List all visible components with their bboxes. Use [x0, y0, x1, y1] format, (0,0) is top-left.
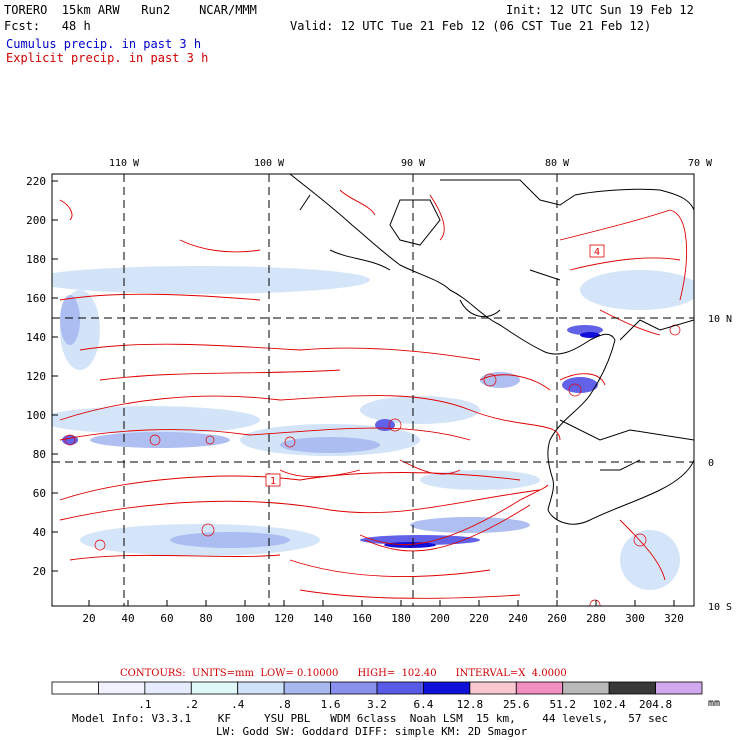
scale-swatch [98, 681, 146, 695]
y-tick: 140 [26, 331, 46, 344]
contour-label-4: 4 [589, 244, 605, 258]
lon-label-80w: 80 W [545, 158, 570, 169]
scale-swatch [51, 681, 99, 695]
scale-swatch [237, 681, 285, 695]
x-tick: 200 [430, 612, 450, 625]
scale-label: 12.8 [457, 698, 484, 711]
x-tick: 280 [586, 612, 606, 625]
contours-info: CONTOURS: UNITS=mm LOW= 0.10000 HIGH= 10… [120, 668, 567, 679]
model-info-line-2: LW: Godd SW: Goddard DIFF: simple KM: 2D… [216, 725, 528, 738]
left-ticks [52, 180, 58, 572]
y-tick: 100 [26, 409, 46, 422]
scale-swatch [562, 681, 610, 695]
x-tick: 320 [664, 612, 684, 625]
scale-label: 1.6 [321, 698, 341, 711]
y-tick: 180 [26, 253, 46, 266]
x-tick: 100 [235, 612, 255, 625]
x-tick: 60 [160, 612, 173, 625]
x-tick: 180 [391, 612, 411, 625]
color-scale-labels: .1 .2 .4 .8 1.6 3.2 6.4 12.8 25.6 51.2 102.4 204.8 [138, 698, 672, 711]
y-tick: 200 [26, 214, 46, 227]
scale-swatch [283, 681, 331, 695]
y-tick: 40 [33, 526, 46, 539]
graticule [52, 174, 694, 606]
scale-swatch [376, 681, 424, 695]
y-tick: 60 [33, 487, 46, 500]
lon-label-100w: 100 W [254, 158, 285, 169]
scale-label: 6.4 [413, 698, 433, 711]
x-tick: 220 [469, 612, 489, 625]
forecast-hour: Fcst: 48 h [4, 19, 91, 33]
lat-label-0: 0 [708, 458, 714, 469]
scale-swatch [655, 681, 703, 695]
scale-swatch [423, 681, 471, 695]
explicit-legend-label: Explicit precip. in past 3 h [6, 51, 209, 65]
lat-label-10n: 10 N [708, 314, 732, 325]
x-tick: 80 [199, 612, 212, 625]
x-tick: 160 [352, 612, 372, 625]
scale-label: .2 [185, 698, 198, 711]
scale-label: 51.2 [549, 698, 576, 711]
x-tick: 40 [121, 612, 134, 625]
scale-unit: mm [708, 698, 720, 709]
scale-label: 102.4 [593, 698, 626, 711]
svg-text:1: 1 [270, 476, 276, 487]
precip-field [52, 174, 694, 606]
y-tick: 80 [33, 448, 46, 461]
lat-label-10s: 10 S [708, 602, 732, 613]
scale-swatch [190, 681, 239, 695]
scale-label: 25.6 [503, 698, 530, 711]
scale-label: .8 [278, 698, 291, 711]
y-tick: 20 [33, 565, 46, 578]
x-tick: 20 [82, 612, 95, 625]
cumulus-legend-label: Cumulus precip. in past 3 h [6, 37, 202, 51]
scale-label: .4 [231, 698, 245, 711]
x-tick: 120 [274, 612, 294, 625]
lon-label-70w: 70 W [688, 158, 713, 169]
scale-label: 3.2 [367, 698, 387, 711]
y-tick: 220 [26, 175, 46, 188]
y-tick: 120 [26, 370, 46, 383]
x-tick: 260 [547, 612, 567, 625]
scale-label: 204.8 [639, 698, 672, 711]
lon-label-90w: 90 W [401, 158, 426, 169]
scale-swatch [144, 681, 192, 695]
bottom-ticks [88, 600, 675, 606]
model-title: TORERO 15km ARW Run2 NCAR/MMM [4, 3, 257, 17]
scale-swatch [469, 681, 517, 695]
init-time: Init: 12 UTC Sun 19 Feb 12 [506, 3, 694, 17]
svg-text:4: 4 [594, 247, 600, 258]
x-tick: 240 [508, 612, 528, 625]
scale-label: .1 [138, 698, 151, 711]
scale-swatch [330, 681, 378, 695]
scale-swatch [515, 681, 564, 695]
color-scale-bar [51, 681, 703, 695]
lon-label-110w: 110 W [109, 158, 140, 169]
map-frame [51, 173, 695, 607]
model-info-line-1: Model Info: V3.3.1 KF YSU PBL WDM 6class… [72, 712, 668, 725]
valid-time: Valid: 12 UTC Tue 21 Feb 12 (06 CST Tue … [290, 19, 652, 33]
scale-swatch [608, 681, 656, 695]
contour-label-1: 1 [265, 473, 281, 487]
y-tick: 160 [26, 292, 46, 305]
x-tick: 300 [625, 612, 645, 625]
x-tick: 140 [313, 612, 333, 625]
